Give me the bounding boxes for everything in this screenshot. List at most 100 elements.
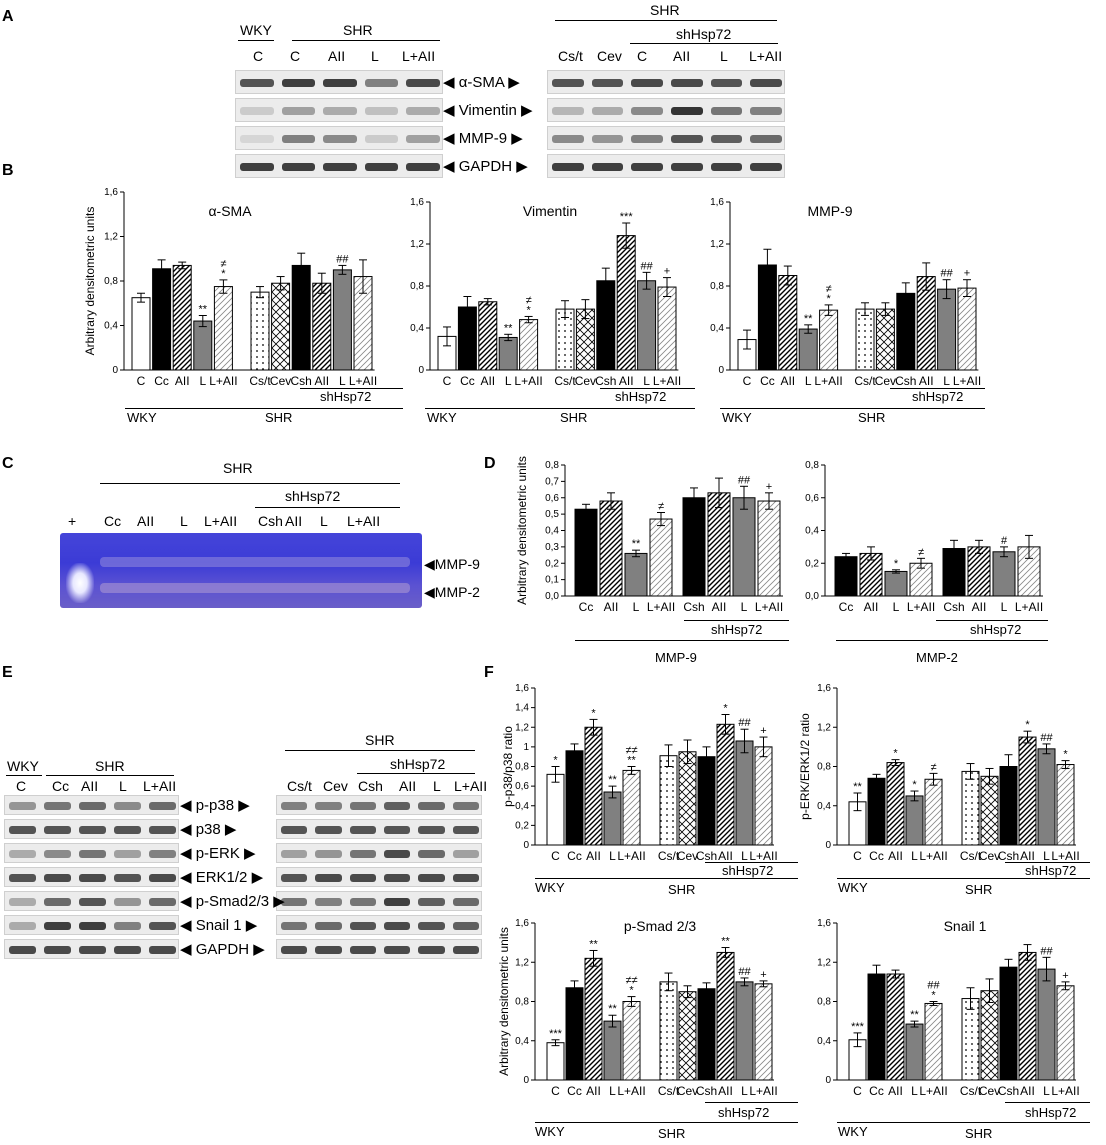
e-left-lane-0: C xyxy=(16,778,27,794)
f4-shhsp72-label: shHsp72 xyxy=(1025,1105,1077,1120)
blot-left-row-2 xyxy=(235,126,443,150)
bar-6 xyxy=(980,775,999,846)
blot-marker-0: ◀ p-p38 ▶ xyxy=(180,797,250,814)
x-tick-label-10: L+AII xyxy=(749,849,777,863)
y-tick-label: 0,8 xyxy=(515,762,529,773)
bar-7 xyxy=(596,280,616,371)
y-tick-label: 0,6 xyxy=(515,781,529,792)
x-tick-label-6: Cev xyxy=(875,374,896,388)
bar-4 xyxy=(622,769,641,846)
bar-2 xyxy=(172,264,192,371)
c-shr-label: SHR xyxy=(223,460,253,476)
x-tick-label-4: L+AII xyxy=(919,849,947,863)
bar-2 xyxy=(886,973,905,1081)
bar-6 xyxy=(678,991,697,1081)
bar-3 xyxy=(798,328,818,371)
x-tick-label-5: Cs/t xyxy=(554,374,576,388)
bar-5 xyxy=(961,770,980,846)
bar-3 xyxy=(498,336,518,371)
y-tick-label: 1,6 xyxy=(817,683,831,694)
bar-6 xyxy=(992,551,1016,597)
y-tick-label: 0,4 xyxy=(410,323,424,334)
annotation-4-1: * xyxy=(931,990,936,1002)
x-tick-label-9: L xyxy=(339,374,346,388)
bar-8 xyxy=(716,723,735,846)
x-tick-label-1: AII xyxy=(864,600,879,614)
y-tick-label: 0 xyxy=(418,365,424,376)
bar-5 xyxy=(967,546,991,597)
e-right-lane-1: Cev xyxy=(323,778,348,794)
blot-left-row-6 xyxy=(4,939,179,959)
y-tick-label: 0,2 xyxy=(515,820,529,831)
bar-2 xyxy=(886,762,905,846)
annotation-3-0: * xyxy=(912,779,917,791)
x-tick-label-0: C xyxy=(551,1084,560,1098)
chart-f2-perk: 00,40,81,21,6p-ERK/ERK1/2 ratio **C Cc*AII… xyxy=(798,683,1080,863)
annotation-6-0: # xyxy=(1001,535,1008,547)
blot-right-row-0 xyxy=(547,70,785,94)
y-tick-label: 0,6 xyxy=(545,493,559,504)
c-lane-cc: Cc xyxy=(104,513,122,529)
d1-shhsp72-label: shHsp72 xyxy=(711,622,763,637)
x-tick-label-1: Cc xyxy=(869,849,884,863)
bar-0 xyxy=(131,297,151,371)
bar-1 xyxy=(599,500,623,597)
y-axis-label: Arbitrary densitometric units xyxy=(515,456,529,605)
x-tick-label-10: L+AII xyxy=(349,374,377,388)
x-tick-label-3: L xyxy=(199,374,206,388)
bar-2 xyxy=(478,301,498,371)
blot-marker-5: ◀ Snail 1 ▶ xyxy=(180,917,258,934)
a-left-lane-0: C xyxy=(253,48,264,64)
annotation-8-0: ** xyxy=(721,936,730,948)
y-axis-label: p-p38/p38 ratio xyxy=(501,726,515,807)
bar-4 xyxy=(519,319,539,371)
bar-7 xyxy=(757,500,781,597)
blot-right-row-2 xyxy=(276,843,482,863)
blot-right-row-3 xyxy=(276,867,482,887)
bar-7 xyxy=(999,966,1018,1081)
bar-3 xyxy=(193,320,213,371)
bar-8 xyxy=(616,235,636,371)
y-tick-label: 0 xyxy=(825,1075,831,1086)
y-tick-label: 1,6 xyxy=(104,187,118,198)
annotation-10-0: * xyxy=(1063,749,1068,761)
bar-3 xyxy=(905,1023,924,1081)
f2-shhsp72-label: shHsp72 xyxy=(1025,863,1077,878)
group-label-shhsp72: shHsp72 xyxy=(676,26,732,42)
x-tick-label-0: C xyxy=(743,374,752,388)
blot-right-row-5 xyxy=(276,915,482,935)
x-tick-label-5: Cs/t xyxy=(658,849,680,863)
annotation-4-0: ≠ xyxy=(930,761,936,773)
blot-right-row-1 xyxy=(276,819,482,839)
y-tick-label: 0 xyxy=(523,840,529,851)
x-tick-label-0: Cc xyxy=(839,600,854,614)
x-tick-label-5: AII xyxy=(972,600,987,614)
x-tick-label-3: L xyxy=(505,374,512,388)
x-tick-label-2: AII xyxy=(586,1084,601,1098)
y-tick-label: 0 xyxy=(718,365,724,376)
y-axis-label: p-ERK/ERK1/2 ratio xyxy=(798,713,812,820)
y-tick-label: 0 xyxy=(112,365,118,376)
b2-shhsp72-label: shHsp72 xyxy=(615,389,667,404)
annotation-2-0: ** xyxy=(632,538,641,550)
x-tick-label-9: L xyxy=(943,374,950,388)
x-tick-label-4: Csh xyxy=(943,600,964,614)
bar-6 xyxy=(732,497,756,597)
x-tick-label-2: AII xyxy=(888,849,903,863)
y-tick-label: 0,4 xyxy=(805,526,819,537)
x-tick-label-6: L xyxy=(1001,600,1008,614)
blot-left-row-3 xyxy=(235,154,443,178)
x-tick-label-1: Cc xyxy=(567,849,582,863)
x-tick-label-9: L xyxy=(1043,1084,1050,1098)
x-tick-label-0: Cc xyxy=(579,600,594,614)
c-marker-mmp2: ◀MMP-2 xyxy=(424,584,480,600)
bar-4 xyxy=(924,778,943,846)
c-shhsp72-label: shHsp72 xyxy=(285,488,341,504)
blot-marker-2: ◀ MMP-9 ▶ xyxy=(443,130,523,147)
annotation-9-0: ## xyxy=(336,253,349,265)
c-lane-l: L xyxy=(180,513,188,529)
a-right-lane-4: L xyxy=(720,48,728,64)
y-tick-label: 0,4 xyxy=(515,801,529,812)
chart-title: α-SMA xyxy=(208,203,252,219)
bar-2 xyxy=(778,275,798,371)
